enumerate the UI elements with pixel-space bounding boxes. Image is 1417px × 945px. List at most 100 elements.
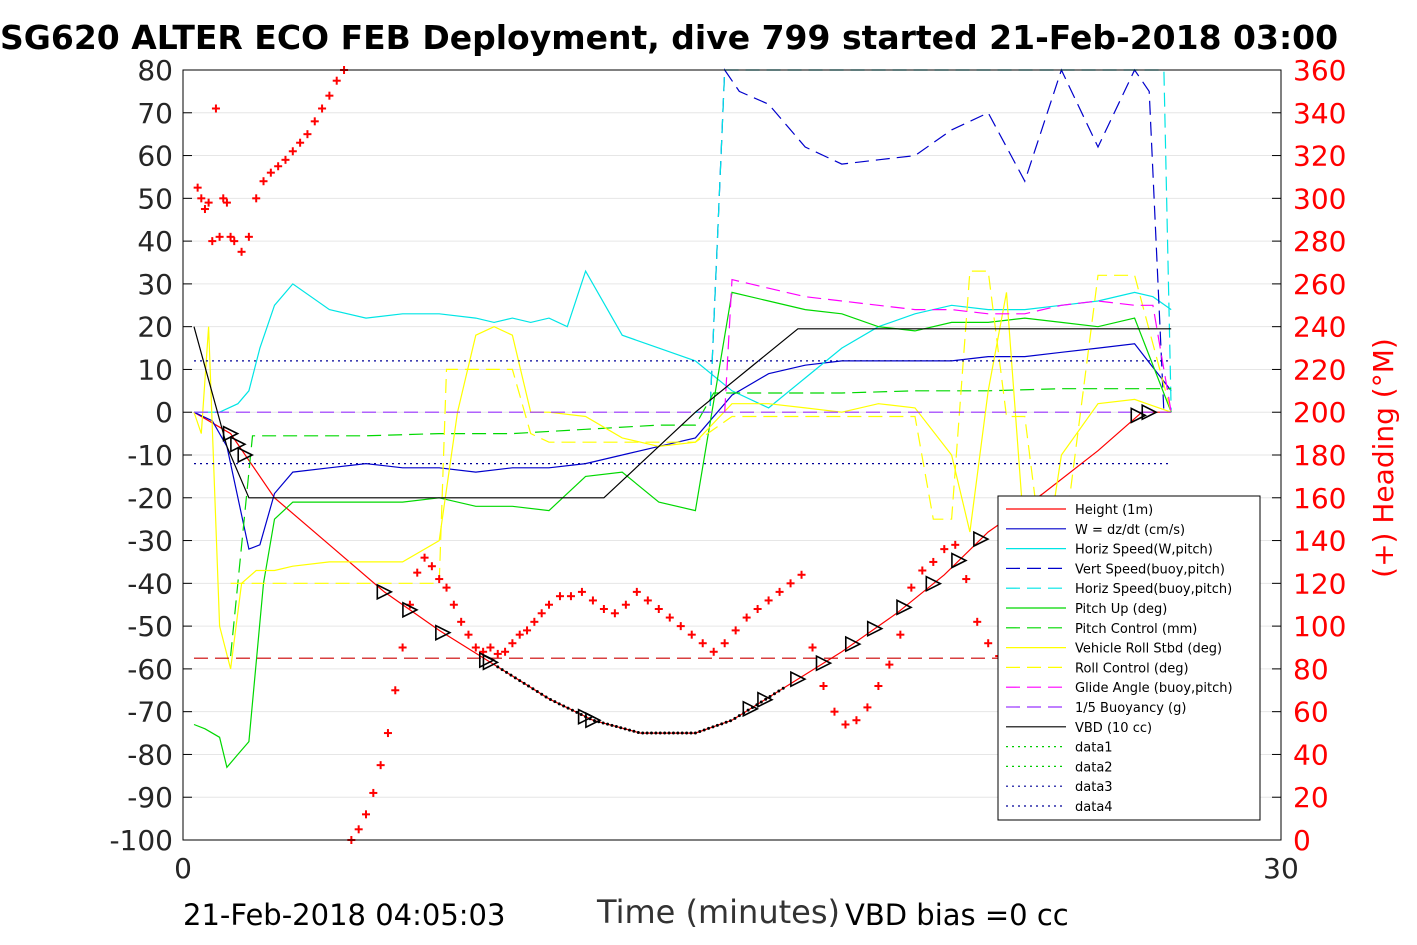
y-tick-label: 30 [137,268,173,301]
heading-point [296,138,305,147]
heading-point [435,575,444,584]
series-line-2 [194,269,1172,413]
height-sample-dot [742,711,746,715]
height-sample-dot [737,714,741,718]
height-sample-dot [645,731,649,735]
height-sample-dot [592,719,596,723]
heading-point [211,104,220,113]
series-line-6 [230,388,1172,657]
heading-point [841,720,850,729]
y2-tick-label: 300 [1293,182,1346,215]
y-tick-label: -60 [127,653,173,686]
heading-point [676,622,685,631]
heading-point [449,600,458,609]
heading-point [303,130,312,139]
height-sample-dot [557,702,561,706]
heading-point [222,198,231,207]
height-sample-dot [658,731,662,735]
legend-label: Horiz Speed(W,pitch) [1075,543,1213,558]
heading-point [274,162,283,171]
height-sample-dot [689,731,693,735]
heading-point [369,788,378,797]
height-marker [844,635,862,653]
heading-point [753,605,762,613]
height-sample-dot [632,729,636,733]
right-axis-label: (+) Heading (°M) [1367,338,1400,578]
y-tick-label: 10 [137,353,173,386]
series-line-9 [724,278,1172,413]
footer-timestamp: 21-Feb-2018 04:05:03 [183,898,506,932]
heading-point [797,570,806,579]
heading-point [230,237,239,246]
heading-point [973,617,982,626]
legend-label: data2 [1075,760,1113,775]
heading-point [515,630,524,639]
heading-point [197,194,206,203]
height-marker [951,552,968,569]
height-marker [973,530,990,548]
heading-point [208,237,217,246]
heading-point [318,104,327,113]
heading-point [621,600,630,609]
y-tick-label: -50 [127,610,173,643]
height-sample-dot [597,720,601,724]
heading-point [413,568,422,577]
height-sample-dot [513,676,517,680]
y-tick-label: 70 [137,97,173,130]
x-tick-label: 30 [1263,852,1299,885]
heading-point [427,562,436,571]
height-sample-dot [649,731,653,735]
height-marker [1130,407,1148,424]
heading-point [325,91,334,100]
heading-point [632,587,641,596]
y2-tick-label: 0 [1293,824,1311,857]
heading-point [193,183,202,192]
heading-point [687,630,696,639]
y2-tick-label: 100 [1293,610,1346,643]
chart-title: SG620 ALTER ECO FEB Deployment, dive 799… [0,18,1339,57]
height-marker [866,620,884,637]
legend-label: Vert Speed(buoy,pitch) [1075,562,1225,577]
height-sample-dot [570,708,574,712]
height-sample-dot [702,728,706,732]
heading-point [742,613,751,622]
legend: Height (1m) W = dz/dt (cm/s) Horiz Speed(W… [997,495,1261,821]
heading-point [219,194,228,203]
y2-tick-label: 80 [1293,653,1329,686]
height-marker [376,583,394,601]
height-sample-dot [500,668,504,672]
heading-point [288,147,297,156]
y-tick-label: -100 [109,824,173,857]
y2-tick-label: 260 [1293,268,1346,301]
y-tick-label: 20 [137,311,173,344]
heading-point [951,540,960,549]
heading-point [808,643,817,652]
heading-point [940,545,949,554]
heading-point [523,626,532,635]
heading-point [599,605,608,613]
series-line-3 [695,68,1165,413]
y2-tick-label: 40 [1293,738,1329,771]
height-marker [815,654,833,672]
height-sample-dot [610,723,614,727]
height-sample-dot [724,720,728,724]
series-line-1 [193,343,1172,550]
heading-point [442,583,451,592]
height-marker [482,654,500,671]
height-sample-dot [685,731,689,735]
y-tick-label: -90 [127,781,173,814]
heading-point [643,596,652,605]
heading-point [731,626,740,635]
heading-point [577,587,586,596]
right-y-axis-ticks: 3603403203002802602402202001801601401201… [1272,54,1346,857]
height-marker [790,670,807,688]
height-sample-dot [680,731,684,735]
y-tick-label: -20 [127,482,173,515]
height-sample-dot [522,681,526,685]
height-sample-dot [707,726,711,730]
legend-label: Height (1m) [1075,503,1153,518]
heading-point [830,707,839,716]
heading-point [786,579,795,588]
legend-label: Glide Angle (buoy,pitch) [1075,681,1233,696]
heading-point [907,583,916,592]
